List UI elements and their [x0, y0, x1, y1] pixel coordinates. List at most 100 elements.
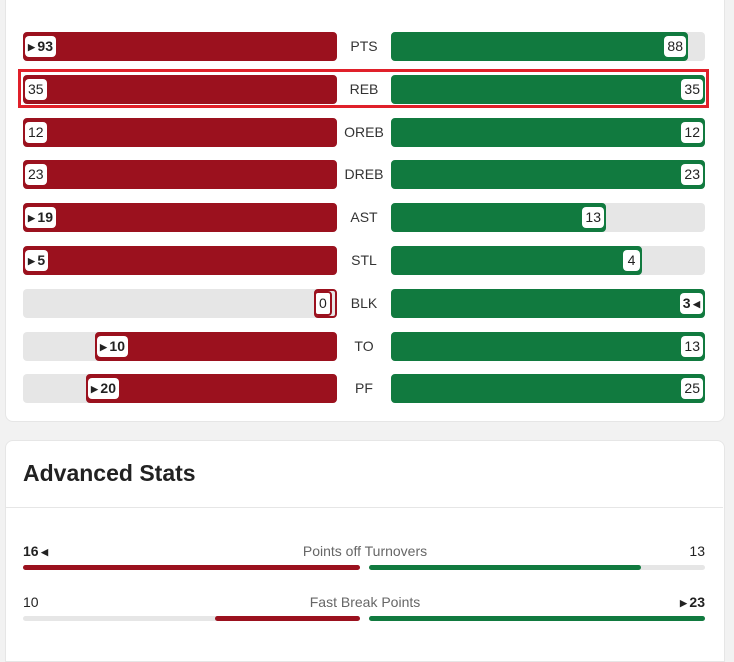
away-bar-track: ▶ 5 [23, 246, 337, 275]
away-value: 16 [23, 543, 39, 559]
leader-arrow-icon: ▶ [91, 384, 101, 394]
away-value: 93 [37, 38, 53, 54]
away-value: 19 [37, 209, 53, 225]
away-bar-track: ▶ 93 [23, 32, 337, 61]
away-value-badge: 12 [25, 122, 47, 143]
stat-row-stl: ▶ 5 STL 4 [0, 246, 734, 277]
stat-row-pts: ▶ 93 PTS 88 [0, 32, 734, 63]
away-bar-fill: 23 [23, 160, 337, 189]
home-bar-track: 3 ◀ [391, 289, 705, 318]
home-bar-fill: 13 [391, 332, 705, 361]
home-value: 3 [682, 295, 691, 311]
away-value-badge: 23 [25, 164, 47, 185]
away-bar-track: ▶ 20 [23, 374, 337, 403]
home-bar-fill: 88 [391, 32, 688, 61]
home-value: 13 [585, 209, 601, 225]
advanced-row: 10 Fast Break Points ▶ 23 [0, 594, 734, 624]
stat-label: PTS [350, 38, 378, 54]
home-bar-fill: 25 [391, 374, 705, 403]
home-value: 35 [684, 81, 700, 97]
away-value: 10 [109, 338, 125, 354]
home-advanced-value: ▶ 23 [680, 594, 705, 610]
leader-arrow-icon: ▶ [28, 213, 38, 223]
advanced-stats-card [5, 440, 725, 662]
away-value: 12 [28, 124, 44, 140]
away-bar-track: 35 [23, 75, 337, 104]
stat-row-ast: ▶ 19 AST 13 [0, 203, 734, 234]
away-value-badge: ▶ 19 [25, 207, 56, 228]
home-value-badge: 25 [681, 378, 703, 399]
home-bar-fill: 13 [391, 203, 606, 232]
home-value: 12 [684, 124, 700, 140]
leader-arrow-icon: ◀ [690, 299, 700, 309]
away-advanced-value: 16 ◀ [23, 543, 48, 559]
stat-row-blk: 0 BLK 3 ◀ [0, 289, 734, 320]
home-advanced-fill [369, 565, 641, 570]
away-value-badge: 35 [25, 79, 47, 100]
home-value-badge: 3 ◀ [679, 293, 703, 314]
advanced-row: 16 ◀ Points off Turnovers 13 [0, 543, 734, 573]
home-value: 25 [684, 380, 700, 396]
leader-arrow-icon: ▶ [100, 342, 110, 352]
stat-row-reb: 35 REB 35 [0, 75, 734, 106]
home-bar-fill: 23 [391, 160, 705, 189]
leader-arrow-icon: ◀ [38, 547, 48, 557]
stat-label: AST [350, 209, 378, 225]
home-bar-fill: 4 [391, 246, 642, 275]
away-bar-fill: ▶ 5 [23, 246, 337, 275]
away-bar-fill: 35 [23, 75, 337, 104]
away-advanced-track [23, 565, 360, 570]
stat-label: STL [351, 252, 377, 268]
away-bar-track: 12 [23, 118, 337, 147]
home-value-badge: 4 [623, 250, 640, 271]
home-bar-track: 12 [391, 118, 705, 147]
stat-row-pf: ▶ 20 PF 25 [0, 374, 734, 405]
leader-arrow-icon: ▶ [28, 42, 38, 52]
section-divider [5, 507, 723, 508]
home-value: 23 [684, 166, 700, 182]
away-bar-fill: ▶ 93 [23, 32, 337, 61]
home-bar-track: 4 [391, 246, 705, 275]
stat-row-oreb: 12 OREB 12 [0, 118, 734, 149]
away-value: 23 [28, 166, 44, 182]
away-value: 0 [319, 295, 327, 311]
home-value-badge: 35 [681, 79, 703, 100]
home-advanced-value: 13 [689, 543, 705, 559]
away-advanced-fill [215, 616, 360, 621]
home-value-badge: 23 [681, 164, 703, 185]
home-bar-track: 13 [391, 203, 705, 232]
home-bar-track: 25 [391, 374, 705, 403]
home-bar-track: 35 [391, 75, 705, 104]
stat-label: REB [349, 81, 379, 97]
away-bar-track: ▶ 19 [23, 203, 337, 232]
away-bar-fill: ▶ 19 [23, 203, 337, 232]
home-bar-track: 23 [391, 160, 705, 189]
advanced-stats-title: Advanced Stats [23, 460, 196, 486]
away-bar-fill: 0 [314, 289, 337, 318]
home-value-badge: 88 [664, 36, 686, 57]
home-bar-fill: 12 [391, 118, 705, 147]
away-value: 20 [100, 380, 116, 396]
advanced-stat-label: Points off Turnovers [302, 543, 428, 559]
home-value-badge: 13 [681, 336, 703, 357]
home-value: 4 [627, 252, 636, 268]
away-advanced-value: 10 [23, 594, 39, 610]
home-advanced-fill [369, 616, 705, 621]
away-value-badge: ▶ 93 [25, 36, 56, 57]
stat-label: TO [354, 338, 374, 354]
away-value: 35 [28, 81, 44, 97]
away-value: 10 [23, 594, 39, 610]
stat-label: OREB [344, 124, 384, 140]
stat-row-dreb: 23 DREB 23 [0, 160, 734, 191]
home-bar-fill: 35 [391, 75, 705, 104]
leader-arrow-icon: ▶ [680, 598, 690, 608]
home-value-badge: 13 [582, 207, 604, 228]
home-value: 88 [667, 38, 683, 54]
home-value-badge: 12 [681, 122, 703, 143]
away-bar-fill: ▶ 10 [95, 332, 337, 361]
home-value: 23 [689, 594, 705, 610]
away-bar-track: 0 [23, 289, 337, 318]
home-bar-fill: 3 ◀ [391, 289, 705, 318]
home-value: 13 [684, 338, 700, 354]
advanced-stat-label: Fast Break Points [309, 594, 421, 610]
